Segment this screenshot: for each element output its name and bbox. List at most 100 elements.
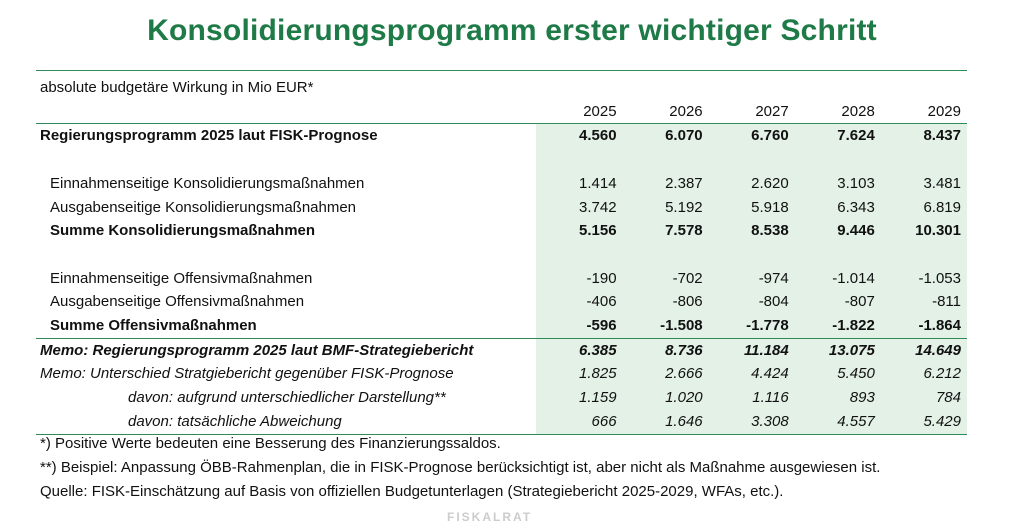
cell-value: -807 (794, 290, 881, 314)
cell-value (536, 242, 623, 267)
cell-value: 10.301 (880, 219, 967, 243)
cell-value: 5.450 (794, 362, 881, 387)
cell-value (536, 148, 623, 172)
cell-value: 6.819 (880, 195, 967, 220)
cell-value: -811 (880, 290, 967, 314)
cell-value: -1.822 (794, 314, 881, 339)
cell-value: 8.538 (708, 219, 795, 243)
header-spacer (36, 100, 536, 124)
cell-value: -190 (536, 266, 623, 291)
row-label: davon: tatsächliche Abweichung (36, 409, 537, 435)
cell-value: 7.624 (794, 123, 881, 149)
cell-value: 4.560 (536, 123, 623, 149)
spacer-row (36, 148, 967, 172)
cell-value: -406 (536, 290, 623, 314)
cell-value: 2.666 (622, 362, 709, 387)
unit-row: absolute budgetäre Wirkung in Mio EUR* (36, 76, 967, 100)
row-label: Memo: Unterschied Stratgiebericht gegenü… (40, 365, 454, 383)
cell-value: 3.103 (794, 171, 881, 196)
table-row: davon: aufgrund unterschiedlicher Darste… (36, 386, 967, 410)
cell-value (708, 242, 795, 267)
cell-value: 2.620 (708, 171, 795, 196)
spacer-row (36, 242, 967, 267)
top-rule (36, 70, 967, 71)
table-row: Regierungsprogramm 2025 laut FISK-Progno… (36, 123, 967, 149)
budget-table-container: absolute budgetäre Wirkung in Mio EUR* 2… (36, 76, 967, 435)
cell-value: 5.156 (536, 219, 623, 243)
year-header: 2026 (669, 102, 703, 120)
budget-table: absolute budgetäre Wirkung in Mio EUR* 2… (36, 76, 967, 435)
row-label: Ausgabenseitige Konsolidierungsmaßnahmen (50, 198, 357, 216)
cell-value: 3.481 (880, 171, 967, 196)
year-header: 2027 (755, 102, 789, 120)
cell-value (794, 148, 881, 172)
cell-value: 1.825 (536, 362, 623, 387)
cell-value (622, 148, 709, 172)
cell-value: -806 (622, 290, 709, 314)
cell-value: -804 (708, 290, 795, 314)
cell-value (880, 242, 967, 267)
row-label: Einnahmenseitige Konsolidierungsmaßnahme… (50, 174, 365, 192)
row-label: Memo: Regierungsprogramm 2025 laut BMF-S… (36, 337, 537, 363)
cell-value (622, 242, 709, 267)
cell-value (880, 148, 967, 172)
cell-value: 4.557 (794, 409, 881, 435)
cell-value: 4.424 (708, 362, 795, 387)
cell-value: 1.116 (708, 386, 795, 410)
cell-value: 784 (880, 386, 967, 410)
table-row: Summe Offensivmaßnahmen -596 -1.508 -1.778-… (36, 314, 967, 339)
cell-value: 6.385 (536, 337, 623, 363)
cell-value: 5.918 (708, 195, 795, 220)
table-row: Einnahmenseitige Konsolidierungsmaßnahme… (36, 171, 967, 196)
footnote: *) Positive Werte bedeuten eine Besserun… (40, 435, 501, 452)
cell-value: 9.446 (794, 219, 881, 243)
table-row: Memo: Unterschied Stratgiebericht gegenü… (36, 362, 967, 387)
cell-value: 893 (794, 386, 881, 410)
cell-value: -1.864 (880, 314, 967, 339)
row-label: Summe Konsolidierungsmaßnahmen (50, 222, 316, 240)
cell-value: 6.070 (622, 123, 709, 149)
cell-value: 14.649 (880, 337, 967, 363)
cell-value (708, 148, 795, 172)
table-body: Regierungsprogramm 2025 laut FISK-Progno… (36, 123, 967, 435)
cell-value: 6.343 (794, 195, 881, 220)
footnotes: *) Positive Werte bedeuten eine Besserun… (40, 432, 880, 504)
cell-value: 1.159 (536, 386, 623, 410)
cell-value: -702 (622, 266, 709, 291)
cell-value: 5.192 (622, 195, 709, 220)
footnote: **) Beispiel: Anpassung ÖBB-Rahmenplan, … (40, 459, 881, 476)
cell-value: 8.736 (622, 337, 709, 363)
unit-label: absolute budgetäre Wirkung in Mio EUR* (40, 79, 314, 96)
table-row: davon: tatsächliche Abweichung 666 1.646 3.… (36, 409, 967, 435)
cell-value: 13.075 (794, 337, 881, 363)
table-row: Ausgabenseitige Offensivmaßnahmen -406 -80… (36, 290, 967, 314)
cell-value: 1.020 (622, 386, 709, 410)
cell-value: 6.212 (880, 362, 967, 387)
row-label: Regierungsprogramm 2025 laut FISK-Progno… (36, 123, 537, 149)
page-title: Konsolidierungsprogramm erster wichtiger… (147, 14, 877, 47)
year-header-row: 2025 2026 2027 2028 2029 (36, 100, 967, 124)
row-label (36, 148, 536, 172)
cell-value: 7.578 (622, 219, 709, 243)
year-header: 2028 (841, 102, 875, 120)
source-note: Quelle: FISK-Einschätzung auf Basis von … (40, 483, 784, 500)
cell-value: -596 (536, 314, 623, 339)
table-row: Einnahmenseitige Offensivmaßnahmen -190 -7… (36, 266, 967, 291)
cell-value: 6.760 (708, 123, 795, 149)
cell-value: -974 (708, 266, 795, 291)
row-label: davon: aufgrund unterschiedlicher Darste… (128, 389, 446, 407)
cell-value: 3.742 (536, 195, 623, 220)
cell-value (794, 242, 881, 267)
table-row: Summe Konsolidierungsmaßnahmen 5.156 7.578… (36, 219, 967, 243)
cell-value: 3.308 (708, 409, 795, 435)
cell-value: -1.053 (880, 266, 967, 291)
table-row: Memo: Regierungsprogramm 2025 laut BMF-S… (36, 337, 967, 363)
table-row: Ausgabenseitige Konsolidierungsmaßnahmen… (36, 195, 967, 220)
cell-value: 5.429 (880, 409, 967, 435)
cell-value: 11.184 (708, 337, 795, 363)
row-label (36, 243, 536, 267)
year-header: 2025 (583, 102, 617, 120)
cell-value: 2.387 (622, 171, 709, 196)
cell-value: -1.778 (708, 314, 795, 339)
cell-value: 8.437 (880, 123, 967, 149)
